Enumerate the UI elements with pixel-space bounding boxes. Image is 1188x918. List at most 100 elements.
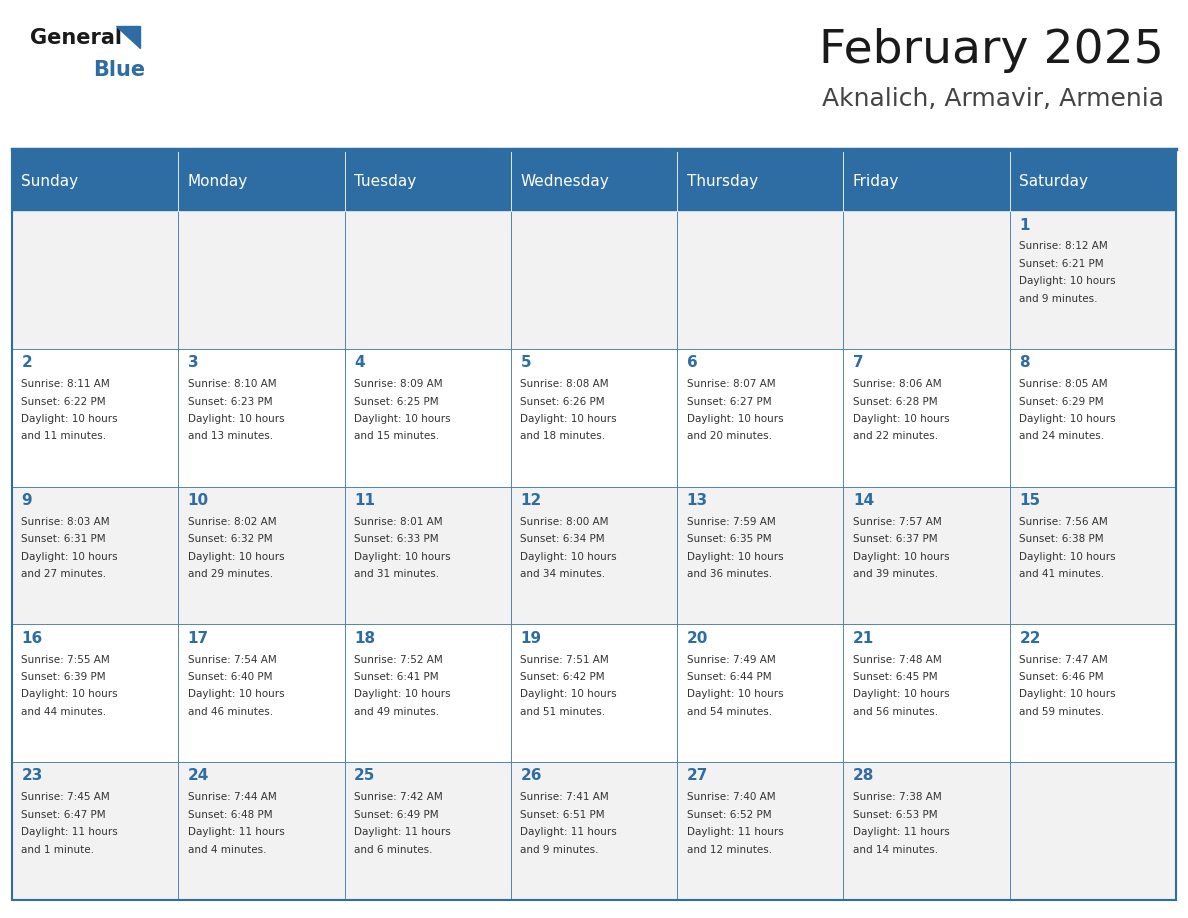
Text: 1: 1 [1019, 218, 1030, 232]
Text: Monday: Monday [188, 174, 248, 189]
Text: Daylight: 10 hours: Daylight: 10 hours [188, 689, 284, 700]
Text: Daylight: 10 hours: Daylight: 10 hours [354, 552, 450, 562]
Text: Sunrise: 8:02 AM: Sunrise: 8:02 AM [188, 517, 277, 527]
Text: Sunset: 6:37 PM: Sunset: 6:37 PM [853, 534, 937, 544]
Bar [843, 151, 1010, 211]
Text: Sunrise: 7:44 AM: Sunrise: 7:44 AM [188, 792, 277, 802]
Text: Daylight: 10 hours: Daylight: 10 hours [1019, 276, 1116, 286]
Text: Sunrise: 8:10 AM: Sunrise: 8:10 AM [188, 379, 277, 389]
Bar [178, 762, 345, 900]
Text: 23: 23 [21, 768, 43, 783]
Text: Sunset: 6:35 PM: Sunset: 6:35 PM [687, 534, 771, 544]
Bar [345, 151, 511, 211]
Bar [677, 211, 843, 349]
Text: Daylight: 10 hours: Daylight: 10 hours [853, 414, 949, 424]
Text: Daylight: 10 hours: Daylight: 10 hours [853, 552, 949, 562]
Text: Sunrise: 8:01 AM: Sunrise: 8:01 AM [354, 517, 443, 527]
Bar [511, 762, 677, 900]
Text: Sunrise: 7:54 AM: Sunrise: 7:54 AM [188, 655, 277, 665]
Bar [843, 211, 1010, 349]
Text: Sunset: 6:23 PM: Sunset: 6:23 PM [188, 397, 272, 407]
Text: and 29 minutes.: and 29 minutes. [188, 569, 273, 579]
Bar [178, 487, 345, 624]
Text: Sunrise: 8:08 AM: Sunrise: 8:08 AM [520, 379, 609, 389]
Text: 25: 25 [354, 768, 375, 783]
Text: Blue: Blue [93, 60, 145, 80]
Bar [345, 349, 511, 487]
Text: Saturday: Saturday [1019, 174, 1088, 189]
Bar [178, 349, 345, 487]
Text: Daylight: 11 hours: Daylight: 11 hours [853, 827, 949, 837]
Text: Sunset: 6:31 PM: Sunset: 6:31 PM [21, 534, 106, 544]
Text: Sunrise: 8:06 AM: Sunrise: 8:06 AM [853, 379, 942, 389]
Text: 4: 4 [354, 355, 365, 370]
Text: Sunset: 6:49 PM: Sunset: 6:49 PM [354, 810, 438, 820]
Bar [178, 211, 345, 349]
Text: and 6 minutes.: and 6 minutes. [354, 845, 432, 855]
Text: 3: 3 [188, 355, 198, 370]
Bar [511, 211, 677, 349]
Text: Daylight: 10 hours: Daylight: 10 hours [520, 414, 617, 424]
Bar [677, 349, 843, 487]
Text: Sunrise: 7:48 AM: Sunrise: 7:48 AM [853, 655, 942, 665]
Text: Sunset: 6:48 PM: Sunset: 6:48 PM [188, 810, 272, 820]
Text: Sunrise: 8:07 AM: Sunrise: 8:07 AM [687, 379, 776, 389]
Text: 26: 26 [520, 768, 542, 783]
Text: Sunrise: 7:40 AM: Sunrise: 7:40 AM [687, 792, 776, 802]
Text: and 56 minutes.: and 56 minutes. [853, 707, 939, 717]
Text: and 36 minutes.: and 36 minutes. [687, 569, 772, 579]
Bar [1010, 624, 1176, 762]
Text: Sunrise: 7:47 AM: Sunrise: 7:47 AM [1019, 655, 1108, 665]
Text: Tuesday: Tuesday [354, 174, 416, 189]
Text: 5: 5 [520, 355, 531, 370]
Text: Sunrise: 8:12 AM: Sunrise: 8:12 AM [1019, 241, 1108, 252]
Text: Sunrise: 7:55 AM: Sunrise: 7:55 AM [21, 655, 110, 665]
Text: Sunset: 6:32 PM: Sunset: 6:32 PM [188, 534, 272, 544]
Text: 17: 17 [188, 631, 209, 645]
Text: Sunset: 6:39 PM: Sunset: 6:39 PM [21, 672, 106, 682]
Bar [12, 762, 178, 900]
Text: Daylight: 11 hours: Daylight: 11 hours [188, 827, 284, 837]
Text: 24: 24 [188, 768, 209, 783]
Text: and 31 minutes.: and 31 minutes. [354, 569, 440, 579]
Text: and 11 minutes.: and 11 minutes. [21, 431, 107, 442]
Text: Daylight: 11 hours: Daylight: 11 hours [520, 827, 617, 837]
Text: Sunday: Sunday [21, 174, 78, 189]
Text: Daylight: 10 hours: Daylight: 10 hours [21, 414, 118, 424]
Text: Daylight: 11 hours: Daylight: 11 hours [354, 827, 450, 837]
Text: Wednesday: Wednesday [520, 174, 609, 189]
Text: and 51 minutes.: and 51 minutes. [520, 707, 606, 717]
Text: and 54 minutes.: and 54 minutes. [687, 707, 772, 717]
Text: Sunset: 6:21 PM: Sunset: 6:21 PM [1019, 259, 1104, 269]
Text: and 15 minutes.: and 15 minutes. [354, 431, 440, 442]
Text: and 18 minutes.: and 18 minutes. [520, 431, 606, 442]
Text: Sunrise: 8:11 AM: Sunrise: 8:11 AM [21, 379, 110, 389]
Bar [178, 151, 345, 211]
Bar [12, 151, 178, 211]
Bar [1010, 349, 1176, 487]
Text: Sunrise: 7:41 AM: Sunrise: 7:41 AM [520, 792, 609, 802]
Bar [1010, 762, 1176, 900]
Text: and 46 minutes.: and 46 minutes. [188, 707, 273, 717]
Text: Daylight: 10 hours: Daylight: 10 hours [21, 689, 118, 700]
Text: 10: 10 [188, 493, 209, 508]
Text: Daylight: 10 hours: Daylight: 10 hours [354, 414, 450, 424]
Text: Sunset: 6:47 PM: Sunset: 6:47 PM [21, 810, 106, 820]
Text: Sunrise: 7:52 AM: Sunrise: 7:52 AM [354, 655, 443, 665]
Bar [345, 624, 511, 762]
Text: and 34 minutes.: and 34 minutes. [520, 569, 606, 579]
Text: Sunrise: 8:03 AM: Sunrise: 8:03 AM [21, 517, 110, 527]
Text: Daylight: 10 hours: Daylight: 10 hours [1019, 414, 1116, 424]
Text: and 27 minutes.: and 27 minutes. [21, 569, 107, 579]
Text: Sunset: 6:22 PM: Sunset: 6:22 PM [21, 397, 106, 407]
Text: Sunset: 6:42 PM: Sunset: 6:42 PM [520, 672, 605, 682]
Bar [1010, 151, 1176, 211]
Bar [843, 487, 1010, 624]
Text: Daylight: 10 hours: Daylight: 10 hours [687, 414, 783, 424]
Text: and 39 minutes.: and 39 minutes. [853, 569, 939, 579]
Text: Sunrise: 7:49 AM: Sunrise: 7:49 AM [687, 655, 776, 665]
Text: 19: 19 [520, 631, 542, 645]
Text: Sunset: 6:27 PM: Sunset: 6:27 PM [687, 397, 771, 407]
Text: Sunset: 6:29 PM: Sunset: 6:29 PM [1019, 397, 1104, 407]
Text: Thursday: Thursday [687, 174, 758, 189]
